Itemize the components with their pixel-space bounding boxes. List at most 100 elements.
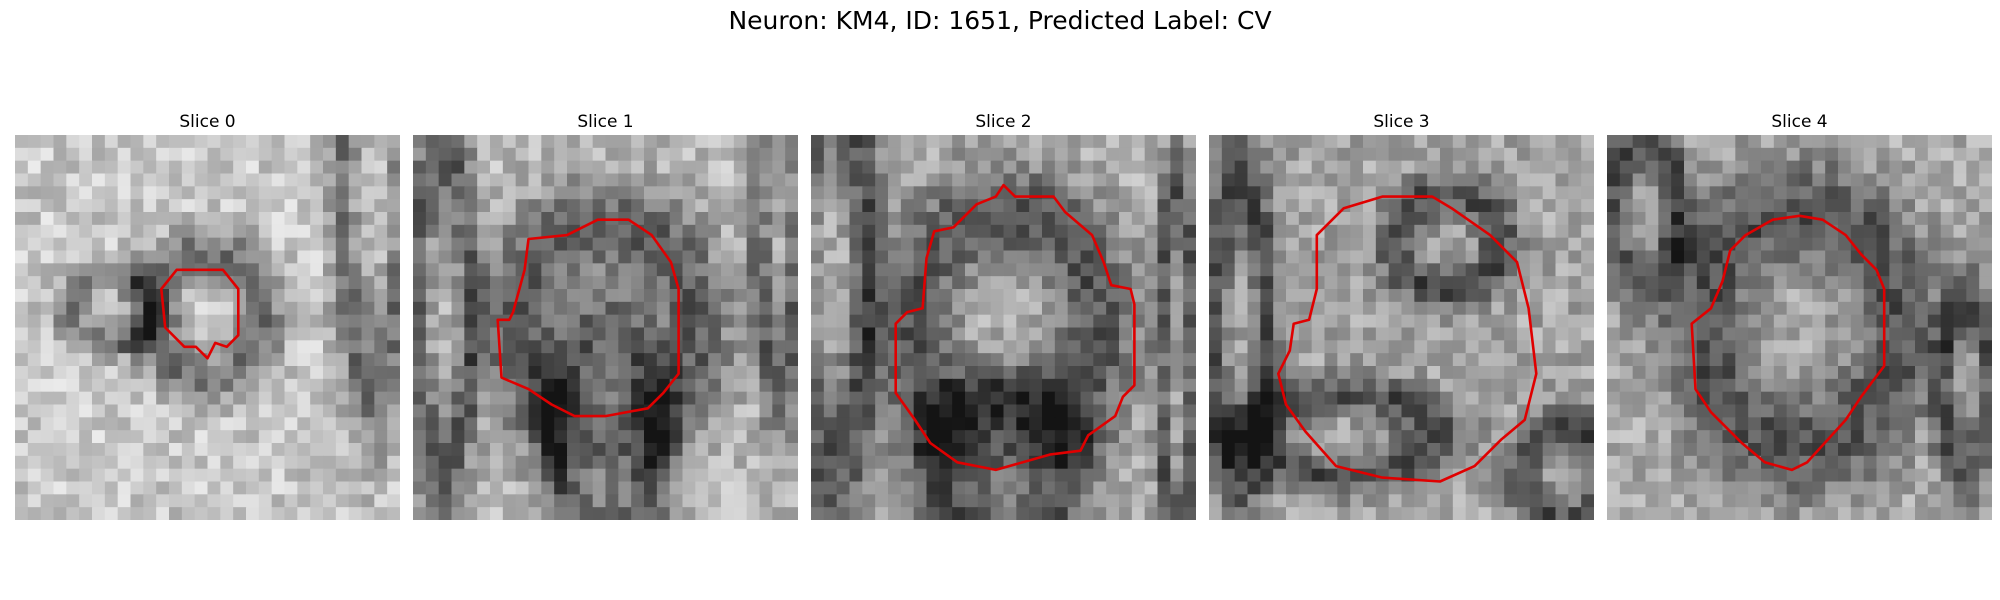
pixel-cell xyxy=(194,276,209,290)
neuron-outline xyxy=(894,183,1136,472)
pixel-cell xyxy=(1157,224,1171,239)
pixel-cell xyxy=(464,417,478,431)
pixel-cell xyxy=(1979,327,1992,341)
pixel-cell xyxy=(1337,147,1351,162)
pixel-cell xyxy=(1504,507,1518,520)
pixel-cell xyxy=(374,199,388,213)
pixel-cell xyxy=(1260,443,1274,457)
pixel-cell xyxy=(1979,276,1992,290)
pixel-cell xyxy=(104,173,119,187)
pixel-cell xyxy=(1054,237,1069,252)
pixel-cell xyxy=(990,494,1005,508)
pixel-cell xyxy=(348,276,363,290)
pixel-cell xyxy=(515,212,530,226)
pixel-cell xyxy=(246,199,260,213)
pixel-cell xyxy=(811,135,825,149)
pixel-cell xyxy=(1876,366,1890,380)
pixel-cell xyxy=(1684,468,1698,483)
pixel-cell xyxy=(528,301,542,316)
pixel-cell xyxy=(1645,468,1659,483)
pixel-cell xyxy=(682,327,696,341)
pixel-cell xyxy=(1157,135,1171,149)
pixel-cell xyxy=(1003,468,1017,483)
pixel-cell xyxy=(310,417,324,431)
pixel-cell xyxy=(1902,212,1916,226)
pixel-cell xyxy=(1465,199,1480,213)
pixel-cell xyxy=(464,186,478,200)
pixel-cell xyxy=(836,455,851,470)
pixel-cell xyxy=(1465,314,1480,329)
pixel-cell xyxy=(746,353,761,367)
pixel-cell xyxy=(1889,327,1903,341)
pixel-cell xyxy=(361,186,375,200)
pixel-cell xyxy=(1838,250,1852,264)
pixel-cell xyxy=(284,468,298,483)
pixel-cell xyxy=(1979,443,1992,457)
pixel-cell xyxy=(169,199,183,213)
pixel-cell xyxy=(258,481,273,495)
pixel-cell xyxy=(1183,147,1196,162)
pixel-cell xyxy=(990,340,1005,354)
pixel-cell xyxy=(1517,468,1531,483)
pixel-cell xyxy=(1607,276,1621,290)
pixel-cell xyxy=(592,366,607,380)
pixel-cell xyxy=(1607,366,1621,380)
pixel-cell xyxy=(53,417,67,431)
pixel-cell xyxy=(875,430,889,444)
pixel-cell xyxy=(1709,212,1724,226)
pixel-cell xyxy=(40,186,55,200)
pixel-cell xyxy=(1298,263,1313,277)
pixel-cell xyxy=(1311,443,1326,457)
pixel-cell xyxy=(1722,443,1736,457)
pixel-cell xyxy=(284,494,298,508)
pixel-cell xyxy=(1337,173,1351,187)
pixel-cell xyxy=(1607,430,1621,444)
pixel-cell xyxy=(965,186,979,200)
pixel-cell xyxy=(1427,481,1441,495)
pixel-cell xyxy=(1363,289,1377,303)
pixel-cell xyxy=(1850,366,1865,380)
pixel-cell xyxy=(1350,417,1364,431)
pixel-cell xyxy=(1863,147,1878,162)
pixel-cell xyxy=(1363,276,1377,290)
pixel-cell xyxy=(15,391,29,406)
pixel-cell xyxy=(759,430,773,444)
pixel-cell xyxy=(733,494,748,508)
pixel-cell xyxy=(1671,340,1685,354)
pixel-cell xyxy=(1209,237,1223,252)
pixel-cell xyxy=(181,443,196,457)
pixel-cell xyxy=(1170,160,1184,175)
pixel-cell xyxy=(1722,340,1736,354)
pixel-cell xyxy=(1684,160,1698,175)
pixel-cell xyxy=(1581,263,1594,277)
pixel-cell xyxy=(900,494,915,508)
pixel-cell xyxy=(1748,378,1762,393)
pixel-cell xyxy=(1286,289,1300,303)
pixel-cell xyxy=(656,494,671,508)
pixel-cell xyxy=(194,391,209,406)
pixel-cell xyxy=(1940,160,1955,175)
pixel-cell xyxy=(579,237,594,252)
pixel-cell xyxy=(1080,391,1094,406)
pixel-cell xyxy=(258,250,273,264)
pixel-cell xyxy=(1324,443,1338,457)
pixel-cell xyxy=(1478,173,1492,187)
pixel-cell xyxy=(1542,494,1557,508)
pixel-cell xyxy=(618,135,632,149)
pixel-cell xyxy=(53,135,67,149)
pixel-cell xyxy=(27,135,42,149)
pixel-cell xyxy=(1684,173,1698,187)
pixel-cell xyxy=(772,173,786,187)
pixel-cell xyxy=(1735,224,1749,239)
pixel-cell xyxy=(1311,391,1326,406)
pixel-cell xyxy=(1209,263,1223,277)
pixel-cell xyxy=(233,353,247,367)
pixel-cell xyxy=(502,443,517,457)
pixel-cell xyxy=(1209,301,1223,316)
pixel-cell xyxy=(1427,443,1441,457)
pixel-cell xyxy=(1440,481,1454,495)
pixel-cell xyxy=(1427,353,1441,367)
pixel-cell xyxy=(1003,378,1017,393)
pixel-cell xyxy=(1298,353,1313,367)
pixel-cell xyxy=(849,481,863,495)
